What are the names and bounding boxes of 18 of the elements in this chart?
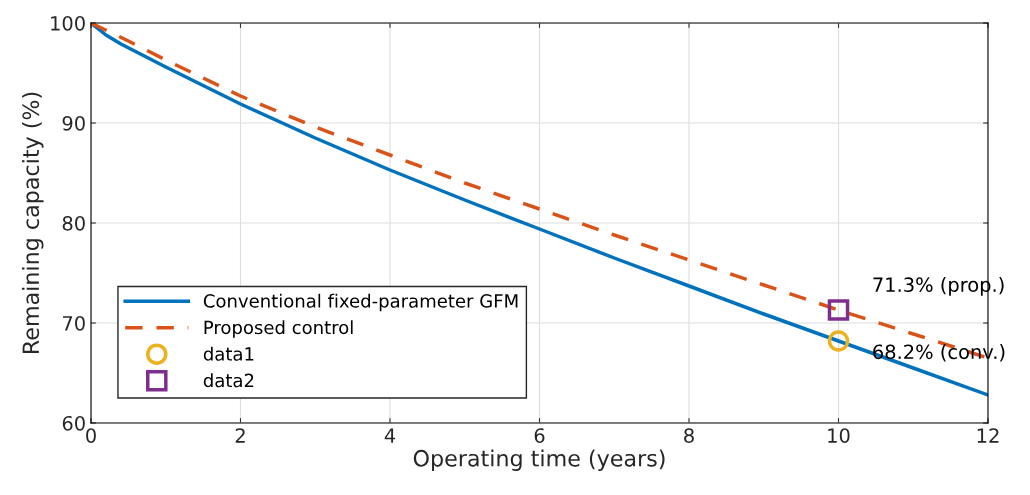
y-tick-label: 100 — [51, 15, 85, 31]
y-tick-label: 70 — [62, 315, 85, 331]
x-tick-label: 10 — [828, 428, 850, 443]
y-tick-label: 60 — [62, 415, 85, 431]
legend-label: Proposed control — [204, 320, 353, 338]
x-tick-label: 0 — [86, 428, 96, 443]
legend-label: data1 — [203, 346, 254, 361]
x-tick-label: 12 — [977, 428, 999, 443]
legend-label: Conventional fixed-parameter GFM — [203, 293, 518, 312]
x-tick-label: 8 — [684, 428, 694, 443]
x-axis-title: Operating time (years) — [413, 449, 665, 471]
y-tick-label: 80 — [62, 215, 85, 231]
x-tick-label: 6 — [534, 428, 545, 443]
y-tick-label: 90 — [62, 115, 85, 131]
x-tick-label: 2 — [235, 428, 245, 443]
legend-label: data2 — [203, 373, 254, 388]
x-tick-label: 4 — [384, 428, 396, 443]
y-axis-title: Remaining capacity (%) — [21, 92, 44, 354]
